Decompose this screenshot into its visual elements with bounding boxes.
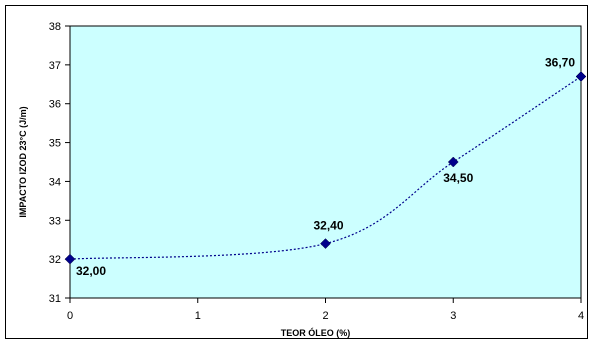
y-axis-title: IMPACTO IZOD 23°C (J/m): [18, 106, 28, 217]
data-label: 34,50: [443, 171, 473, 185]
x-axis-ticks: 0 1 2 3 4: [67, 298, 584, 322]
y-tick-label: 31: [49, 293, 61, 305]
x-tick-label: 3: [450, 310, 456, 322]
y-tick-label: 37: [49, 60, 61, 72]
y-tick-label: 36: [49, 99, 61, 111]
data-point-marker: [575, 71, 587, 82]
y-tick-label: 34: [49, 176, 61, 188]
x-tick-label: 2: [322, 310, 328, 322]
x-tick-label: 0: [67, 310, 73, 322]
y-tick-label: 35: [49, 138, 61, 150]
series-line: [69, 76, 582, 260]
x-axis-title: TEOR ÓLEO (%): [281, 327, 351, 338]
plot-area: [69, 25, 582, 299]
y-tick-label: 38: [49, 21, 61, 33]
data-point-marker: [447, 156, 459, 168]
series-line-group: [69, 76, 582, 260]
markers-group: [64, 71, 587, 265]
data-label: 36,70: [545, 56, 575, 70]
data-point-marker: [64, 253, 76, 265]
data-labels-group: 32,00 32,40 34,50 36,70: [76, 56, 575, 279]
y-tick-label: 33: [49, 215, 61, 227]
x-tick-label: 1: [195, 310, 201, 322]
data-point-marker: [320, 238, 331, 249]
x-tick-label: 4: [578, 310, 584, 322]
y-axis-ticks: 31 32 33 34 35 36 37 38: [49, 21, 70, 305]
data-label: 32,00: [76, 264, 106, 278]
data-label: 32,40: [314, 219, 344, 233]
y-tick-label: 32: [49, 254, 61, 266]
